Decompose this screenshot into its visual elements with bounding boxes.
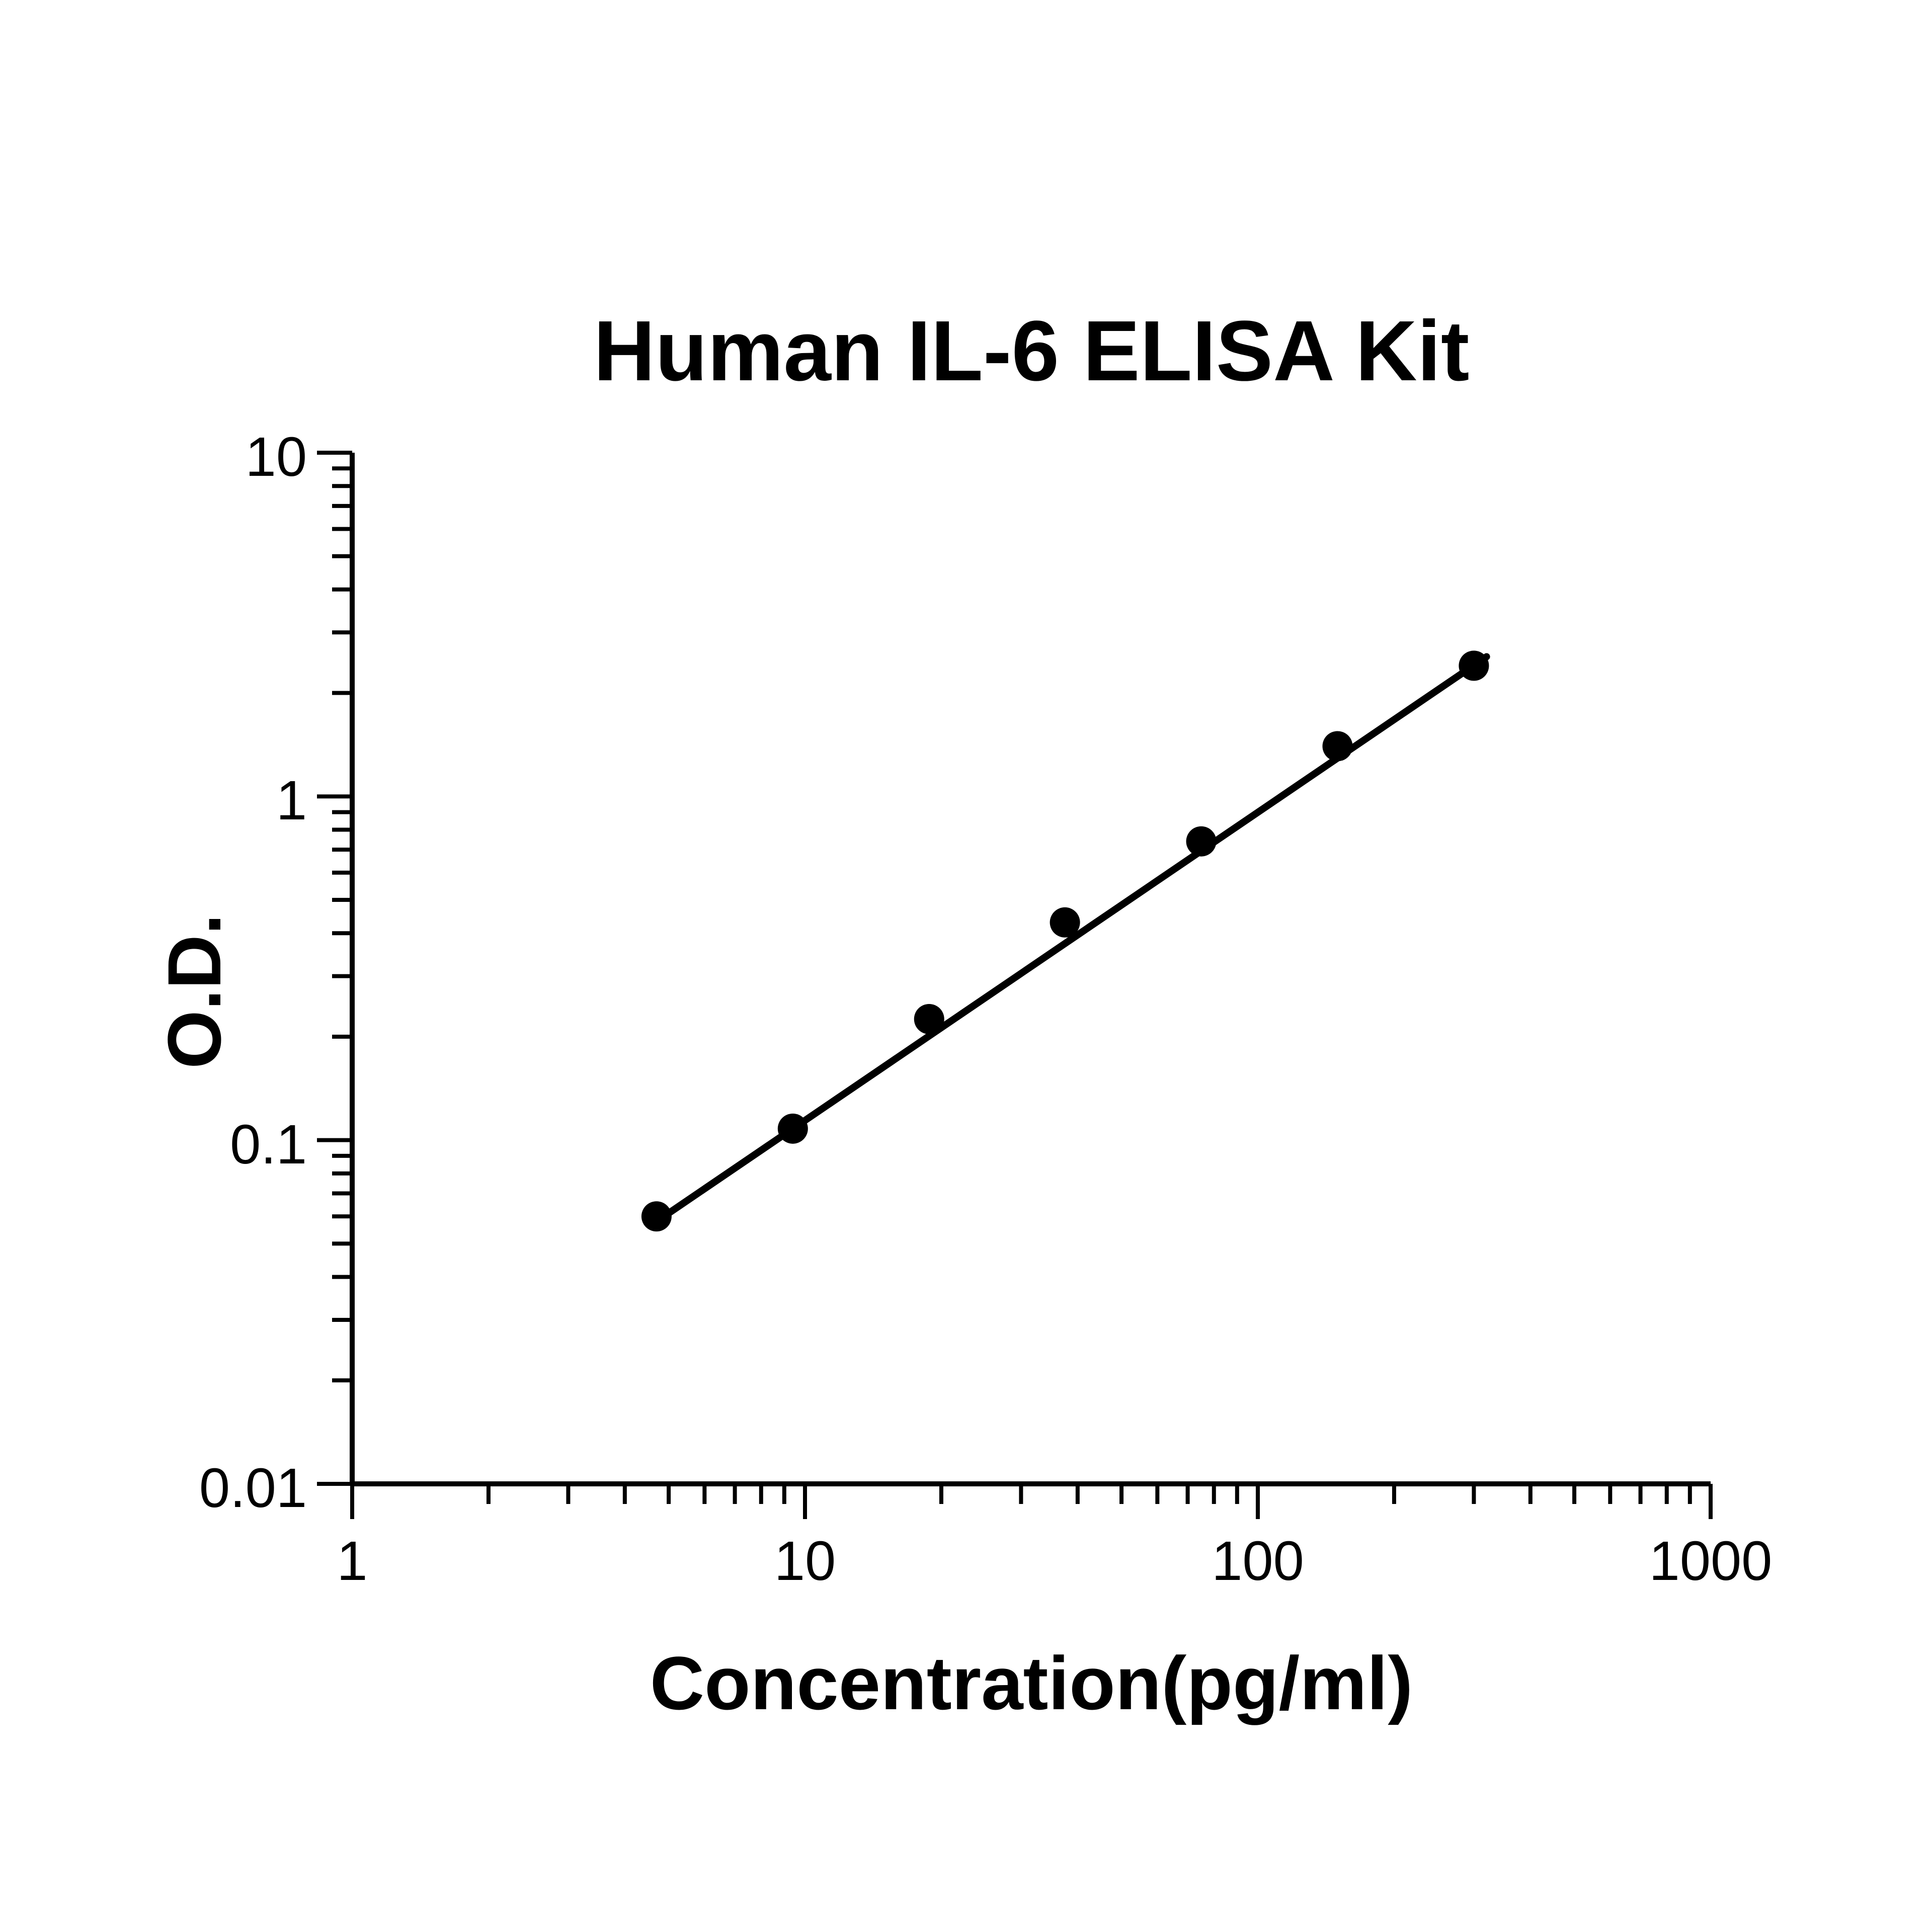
y-tick-label: 1 <box>146 769 307 832</box>
y-tick-label: 0.1 <box>146 1113 307 1177</box>
chart-plot-area <box>352 453 1711 1484</box>
x-tick-label: 1 <box>277 1529 428 1593</box>
x-tick-label: 1000 <box>1635 1529 1786 1593</box>
x-axis-label: Concentration(pg/ml) <box>428 1640 1635 1727</box>
y-tick-label: 0.01 <box>146 1456 307 1520</box>
x-tick-label: 10 <box>730 1529 880 1593</box>
x-tick-label: 100 <box>1182 1529 1333 1593</box>
y-axis-label: O.D. <box>151 914 238 1069</box>
y-tick-label: 10 <box>146 425 307 489</box>
chart-title: Human IL-6 ELISA Kit <box>428 302 1635 400</box>
